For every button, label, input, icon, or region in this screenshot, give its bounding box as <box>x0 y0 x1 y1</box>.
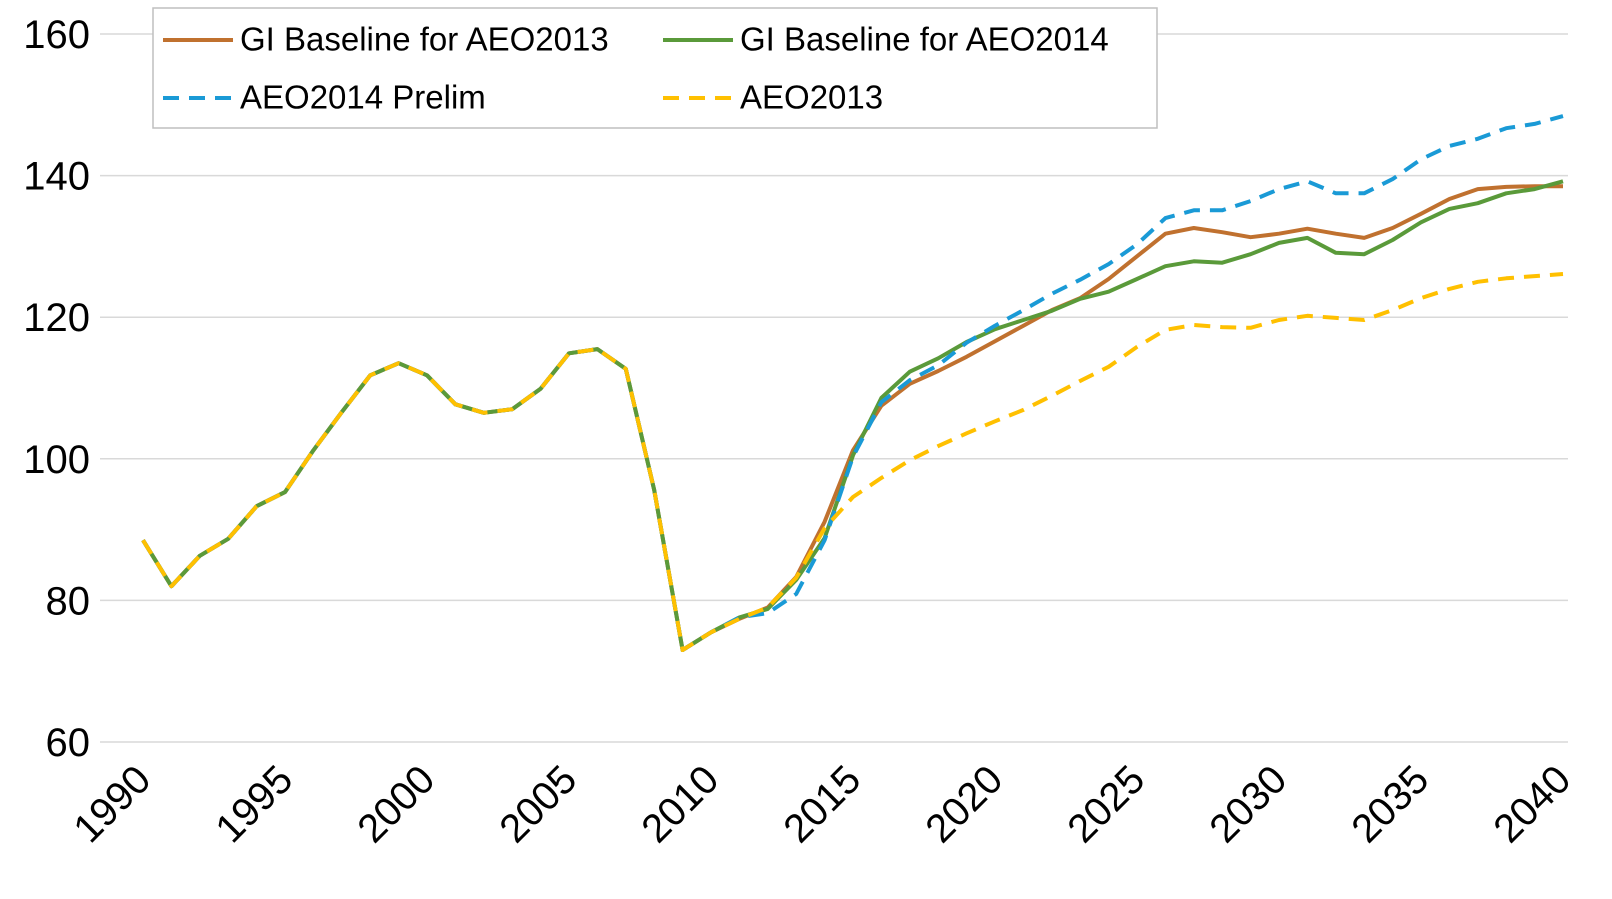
x-tick-label: 2025 <box>1059 757 1153 851</box>
x-tick-label: 1990 <box>65 757 159 851</box>
y-tick-label: 80 <box>46 579 91 623</box>
x-tick-label: 2020 <box>917 757 1011 851</box>
y-tick-label: 160 <box>23 13 90 57</box>
series-line <box>141 179 1564 652</box>
y-tick-label: 120 <box>23 296 90 340</box>
x-tick-label: 1995 <box>207 757 301 851</box>
x-tick-label: 2030 <box>1201 757 1295 851</box>
legend-label: GI Baseline for AEO2013 <box>240 21 609 58</box>
x-tick-label: 2040 <box>1485 757 1579 851</box>
legend-label: AEO2013 <box>740 79 883 116</box>
legend: GI Baseline for AEO2013 GI Baseline for A… <box>152 7 1158 129</box>
series-line <box>141 272 1564 652</box>
x-tick-label: 2010 <box>633 757 727 851</box>
legend-box <box>152 7 1158 129</box>
series-line <box>141 114 1564 652</box>
x-tick-label: 2005 <box>491 757 585 851</box>
legend-label: GI Baseline for AEO2014 <box>740 21 1109 58</box>
y-tick-label: 100 <box>23 438 90 482</box>
x-tick-label: 2000 <box>349 757 443 851</box>
y-tick-label: 140 <box>23 155 90 199</box>
x-tick-label: 2035 <box>1343 757 1437 851</box>
y-tick-label: 60 <box>46 721 91 765</box>
x-tick-label: 2015 <box>775 757 869 851</box>
series-line <box>141 184 1563 652</box>
legend-label: AEO2014 Prelim <box>240 79 486 116</box>
